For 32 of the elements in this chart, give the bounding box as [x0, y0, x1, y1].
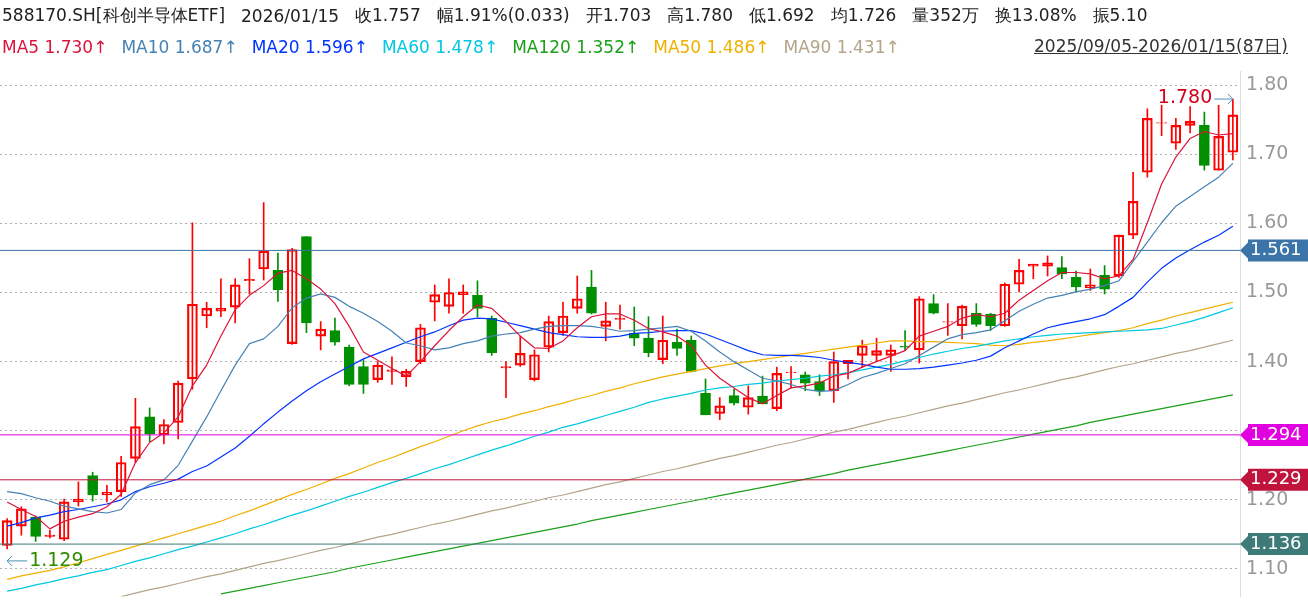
text: MA20 1.596↑ — [251, 36, 368, 57]
text: 均1.726 — [830, 4, 897, 27]
text: 高1.780 — [667, 4, 733, 27]
text: MA10 1.687↑ — [121, 36, 238, 57]
annotation: 1.780 — [1157, 84, 1213, 107]
y-tick-label: 1.20 — [1246, 486, 1289, 509]
text: MA50 1.486↑ — [653, 36, 770, 57]
y-tick-label: 1.50 — [1246, 279, 1289, 302]
y-tick-label: 1.80 — [1246, 72, 1289, 95]
text: 幅1.91%(0.033) — [436, 4, 570, 27]
text: MA5 1.730↑ — [2, 36, 108, 57]
chart-subtitle: 2025/09/05-2026/01/15(87日) — [1034, 35, 1288, 58]
annotation: 1.129 — [29, 547, 84, 570]
text: 开1.703 — [585, 4, 652, 27]
y-tick-label: 1.10 — [1246, 555, 1289, 578]
text: 低1.692 — [748, 4, 815, 27]
text: 量352万 — [912, 4, 979, 27]
ref-line-label: 1.294 — [1250, 422, 1302, 444]
ref-line-label: 1.229 — [1250, 467, 1302, 489]
y-tick-label: 1.60 — [1246, 210, 1289, 233]
text: 收1.757 — [355, 4, 421, 27]
text: 2026/01/15 — [241, 5, 340, 26]
text: 振5.10 — [1092, 4, 1148, 27]
text: MA90 1.431↑ — [783, 36, 900, 57]
chart-title: 588170.SH[科创半导体ETF] — [2, 4, 226, 27]
y-tick-label: 1.70 — [1246, 141, 1289, 164]
text: MA60 1.478↑ — [381, 36, 499, 57]
text: MA120 1.352↑ — [512, 36, 640, 57]
text: 换13.08% — [994, 4, 1077, 27]
y-tick-label: 1.40 — [1246, 348, 1289, 371]
ref-line-label: 1.561 — [1250, 238, 1302, 260]
ref-line-label: 1.136 — [1250, 531, 1302, 553]
